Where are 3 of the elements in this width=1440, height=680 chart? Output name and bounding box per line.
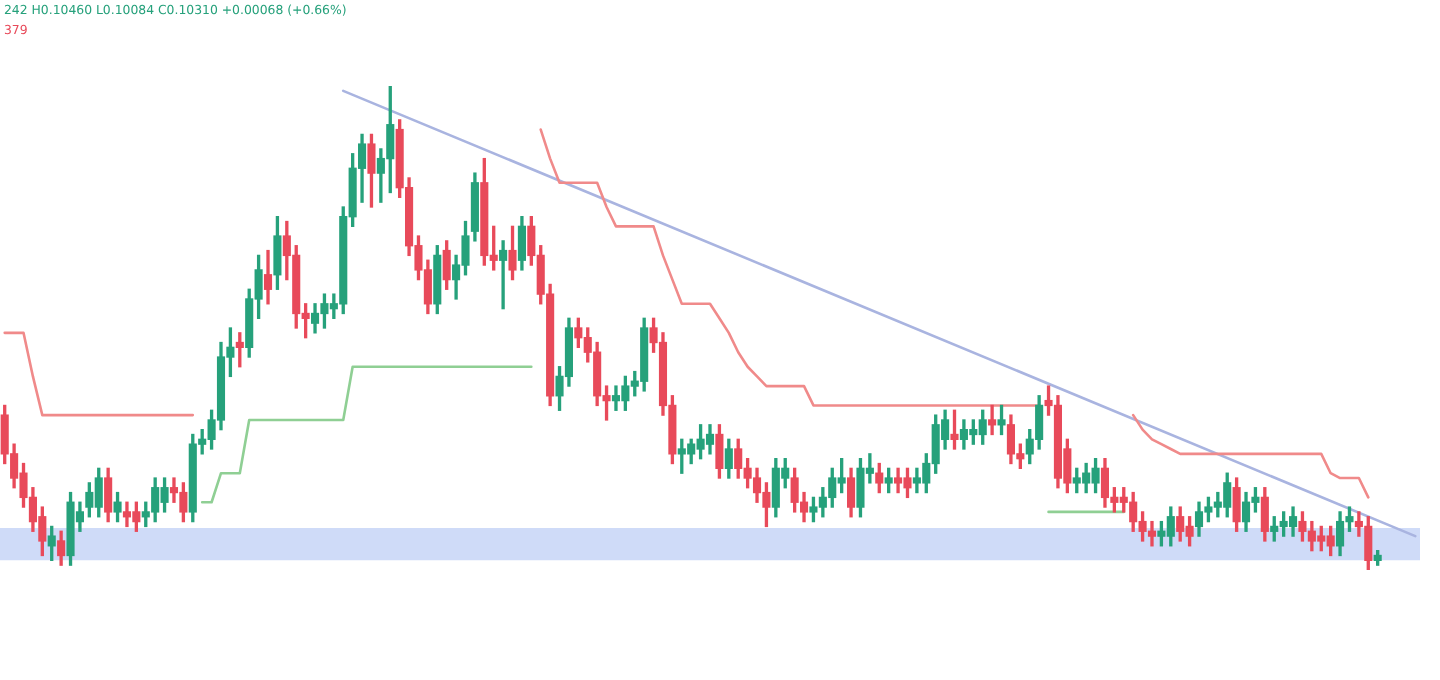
candlestick [611, 385, 621, 411]
candlestick [988, 404, 997, 436]
candlestick [499, 240, 508, 310]
